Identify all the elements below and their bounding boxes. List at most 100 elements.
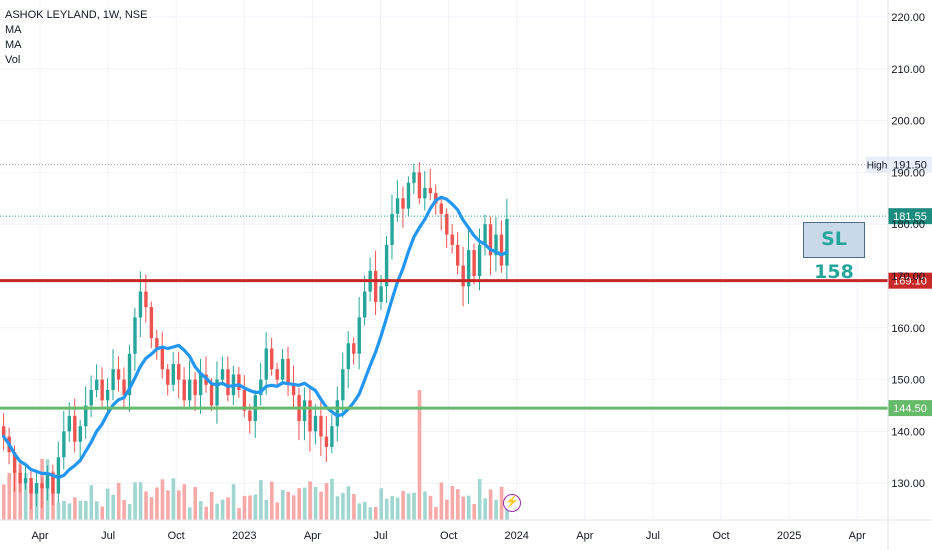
candle-body [73,415,77,442]
volume-bar [390,496,394,520]
candle-body [379,286,383,302]
candle-body [51,472,55,494]
candle-body [280,358,285,380]
volume-bar [330,478,334,520]
x-tick-label: 2024 [504,530,528,542]
volume-bar [264,499,269,520]
candle-body [177,364,181,380]
legend: ASHOK LEYLAND, 1W, NSE MA MA Vol [5,8,147,68]
candle-body [18,472,22,484]
volume-bar [111,494,115,520]
candle-body [505,219,509,266]
y-tick-label: 130.00 [891,478,925,490]
volume-bar [466,495,471,520]
candle-body [78,426,82,442]
volume-bar [445,499,449,520]
price-axis[interactable]: 130.00 140.00 150.00 160.00 170.00 180.00 190.… [887,0,925,550]
grid [0,0,888,520]
y-tick-label: 220.00 [891,12,925,24]
candle-body [215,379,219,406]
candle-body [127,353,132,396]
candle-body [488,224,493,256]
volume-bar [352,493,356,520]
candle-body [226,369,230,396]
legend-vol[interactable]: Vol [5,54,21,66]
volume-bar [2,484,6,520]
candle-body [439,203,443,214]
volume-bar [133,482,137,520]
volume-bar [116,482,121,520]
volume-bar [94,501,99,520]
candle-body [237,374,241,390]
candle-body [84,405,88,427]
volume-bar [346,486,351,520]
candle-body [29,478,33,494]
y-tick-label: 210.00 [891,64,925,76]
candle-body [56,457,61,494]
volume-bar [155,487,159,520]
volume-bar [237,507,241,520]
stop-loss-annotation[interactable]: SL 158 [803,222,865,283]
candle-body [89,389,93,406]
resistance-price-tag [888,272,932,289]
candle-body [209,384,214,406]
volume-bar [242,495,247,520]
volume-bar [297,488,301,520]
candle-body [324,436,329,447]
candle-body [406,182,411,209]
candle-body [499,234,504,266]
volume-bar [286,491,291,520]
volume-bar [439,482,444,520]
volume-bar [324,483,329,520]
volume-bar [417,390,422,520]
lightning-icon[interactable]: ⚡ [503,494,521,512]
volume-bar [499,486,504,520]
candle-body [111,369,115,390]
candle-body [373,270,378,302]
candle-body [94,379,99,390]
volume-bar [231,484,236,520]
y-tick-label: 140.00 [891,426,925,438]
volume-bar [198,501,203,520]
moving-average-line [2,195,509,480]
volume-bar [177,490,181,520]
volume-bar [302,487,307,520]
candle-body [220,369,225,380]
volume-bar [450,486,455,520]
candle-body [149,307,154,339]
candle-body [423,187,427,199]
legend-ma-1[interactable]: MA [5,24,22,36]
volume-bar [220,499,225,520]
time-axis[interactable]: Apr Jul Oct 2023 Apr Jul Oct 2024 Apr Jul Oct 2025 A… [0,519,932,542]
candles [2,162,509,510]
price-levels: High 191.50 181.55 169.10 144.50 [0,156,932,417]
volume-bar [456,489,460,520]
candle-body [412,172,416,183]
volume-bar [280,489,285,520]
candle-body [417,172,422,199]
legend-ma-2[interactable]: MA [5,39,22,51]
volume-bar [73,497,77,520]
candle-body [248,410,252,422]
y-tick-label: 180.00 [891,219,925,231]
x-tick-label: Apr [849,530,866,542]
volume-bar [187,507,192,520]
volume-bar [253,494,258,520]
y-tick-label: 160.00 [891,323,925,335]
candle-body [138,291,143,318]
volume-bar [434,507,438,520]
candle-body [116,369,121,380]
candle-body [62,431,66,458]
candle-body [100,379,104,401]
candle-body [40,483,44,489]
candle-body [105,389,110,401]
y-tick-label: 170.00 [891,271,925,283]
candle-body [12,452,17,473]
volume-bar [56,502,61,520]
x-tick-label: Jul [373,530,387,542]
candle-body [242,389,247,411]
candle-body [357,317,361,354]
candle-body [363,291,367,318]
candle-body [45,472,50,489]
